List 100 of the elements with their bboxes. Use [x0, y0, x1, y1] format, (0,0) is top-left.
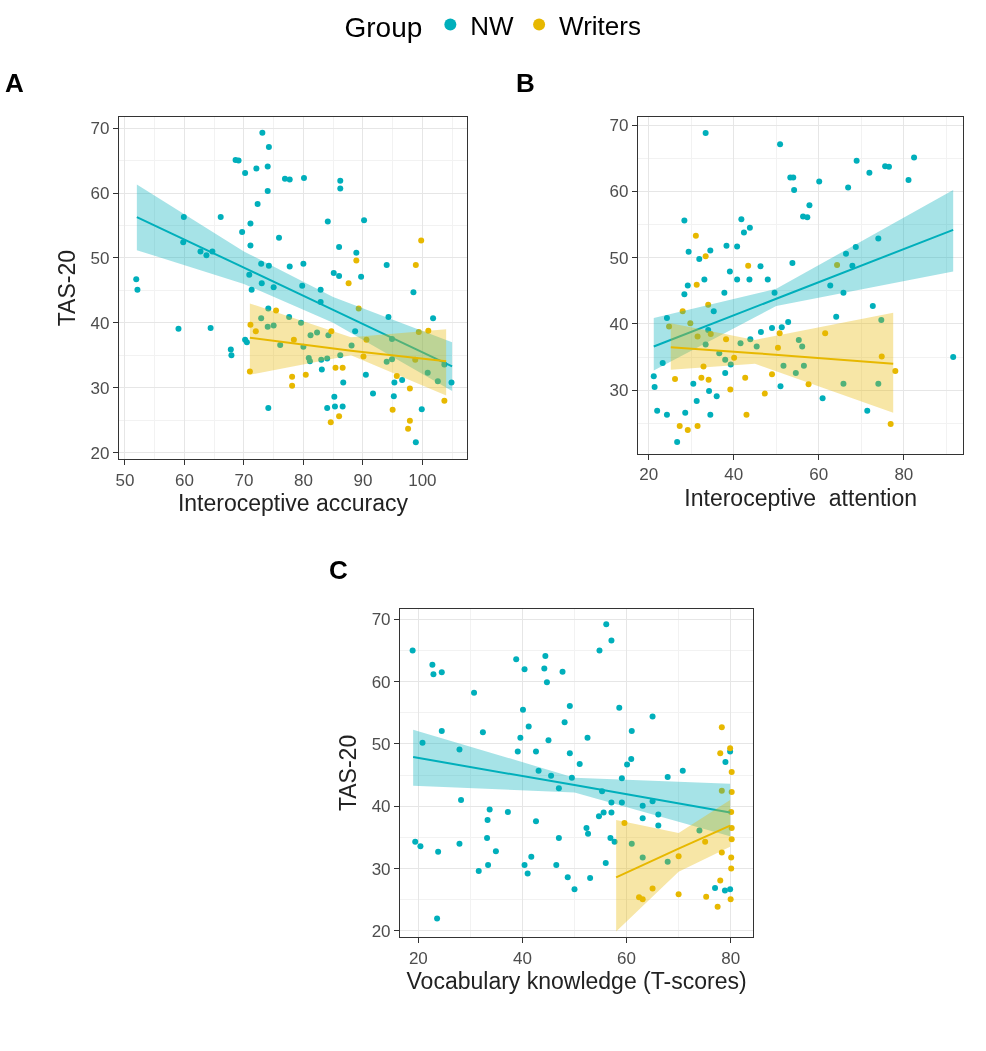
point [878, 353, 885, 360]
x-tick-label: 70 [234, 470, 254, 490]
point [728, 825, 735, 832]
point [415, 328, 422, 335]
point [418, 237, 425, 244]
point [247, 321, 254, 328]
point [723, 336, 730, 343]
point [745, 262, 752, 269]
point [805, 381, 812, 388]
y-tick-label: 30 [90, 378, 110, 398]
y-tick-label: 30 [371, 859, 391, 879]
point [675, 891, 682, 898]
point [834, 261, 841, 268]
point [728, 788, 735, 795]
x-axis-title: Interoceptive attention [684, 485, 918, 512]
point [289, 382, 296, 389]
point [742, 374, 749, 381]
point [694, 333, 701, 340]
point [675, 853, 682, 860]
point [728, 865, 735, 872]
point [698, 374, 705, 381]
y-tick-label: 40 [609, 314, 629, 334]
point [728, 854, 735, 861]
point [360, 353, 367, 360]
y-tick-label: 70 [90, 119, 110, 139]
point [393, 373, 400, 380]
point [887, 421, 894, 428]
y-tick-label: 20 [371, 921, 391, 941]
point [707, 330, 714, 337]
point [727, 896, 734, 903]
point [246, 368, 253, 375]
y-tick-label: 70 [609, 116, 629, 136]
y-tick-label: 30 [609, 381, 629, 401]
point [355, 305, 362, 312]
point [405, 425, 412, 432]
point [336, 413, 343, 420]
point [774, 344, 781, 351]
x-tick-label: 100 [408, 470, 437, 490]
y-tick-label: 40 [90, 313, 110, 333]
point [687, 320, 694, 327]
point [363, 336, 370, 343]
legend-label: NW [470, 10, 515, 41]
point [425, 327, 432, 334]
x-tick-label: 80 [293, 470, 313, 490]
point [700, 363, 707, 370]
point [289, 373, 296, 380]
point [776, 330, 783, 337]
point [441, 397, 448, 404]
point [684, 427, 691, 434]
text: B [516, 68, 535, 98]
point [353, 257, 360, 264]
point [693, 281, 700, 288]
point [705, 376, 712, 383]
point [769, 371, 775, 378]
point [412, 262, 419, 269]
point [892, 368, 899, 375]
point [621, 820, 628, 827]
point [649, 885, 656, 892]
x-axis-title: Interoceptive accuracy [177, 490, 409, 517]
point [703, 893, 710, 900]
point [672, 376, 679, 382]
point [327, 419, 334, 426]
x-tick-label: 80 [894, 465, 914, 485]
x-axis-title: Vocabulary knowledge (T-scores) [406, 968, 747, 995]
point [406, 385, 413, 392]
point [727, 386, 734, 393]
text: C [329, 555, 348, 585]
point [290, 336, 297, 343]
legend-title: Group [344, 12, 423, 44]
point [702, 838, 709, 845]
legend-label: Writers [559, 10, 641, 41]
point [705, 301, 712, 308]
point [731, 354, 738, 361]
y-tick-label: 20 [90, 443, 110, 463]
point [728, 769, 735, 776]
point [679, 308, 686, 315]
point [339, 364, 346, 371]
x-tick-label: 40 [512, 948, 532, 968]
y-tick-label: 60 [609, 182, 629, 202]
y-tick-label: 40 [371, 797, 391, 817]
text: A [5, 68, 24, 98]
y-axis-title: TAS-20 [53, 249, 80, 327]
point [718, 849, 725, 856]
point [302, 371, 309, 378]
y-tick-label: 60 [90, 184, 110, 203]
point [761, 390, 768, 397]
x-tick-label: 20 [639, 465, 659, 485]
y-tick-label: 70 [371, 610, 391, 630]
x-tick-label: 90 [353, 470, 373, 490]
point [666, 323, 673, 330]
y-tick-label: 50 [90, 248, 110, 268]
y-tick-label: 60 [371, 672, 391, 692]
point [743, 411, 750, 418]
x-tick-label: 50 [115, 470, 135, 490]
x-tick-label: 20 [408, 948, 428, 968]
y-tick-label: 50 [609, 248, 629, 268]
point [822, 330, 829, 337]
point [714, 903, 721, 910]
point [345, 280, 352, 287]
point [692, 232, 699, 239]
